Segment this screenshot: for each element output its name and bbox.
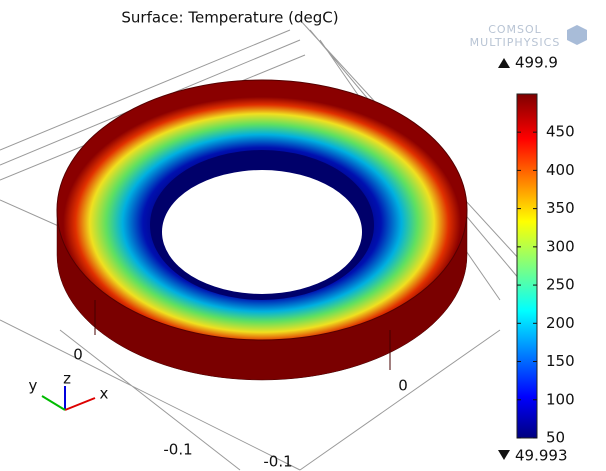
axis-tick-label: -0.1 [263,453,292,471]
colorbar-tick-label: 50 [546,428,565,446]
chart: Surface: Temperature (degC) COMSOL MULTI… [0,0,606,471]
colorbar-tick-label: 350 [546,199,575,217]
colorbar-tick-label: 100 [546,390,575,408]
colorbar-tick-label: 400 [546,161,575,179]
chart-title: Surface: Temperature (degC) [121,9,338,27]
colorbar-tick-label: 150 [546,352,575,370]
logo-text: COMSOL [488,23,542,36]
colorbar-min-label: 49.993 [515,447,568,465]
min-marker [498,450,510,460]
triad-label: y [29,377,38,395]
triad-label: z [63,370,71,388]
logo-icon [567,25,587,45]
logo-text: MULTIPHYSICS [470,36,561,49]
colorbar-tick-label: 250 [546,276,575,294]
colorbar-tick-label: 450 [546,123,575,141]
axis-tick-label: 0 [398,377,408,395]
triad: z x y [29,370,109,411]
colorbar-tick-label: 200 [546,314,575,332]
max-marker [498,58,510,68]
ring-surface [57,80,467,380]
colorbar-tick-label: 300 [546,237,575,255]
axis-tick-label: 0 [73,346,83,364]
colorbar-max-label: 499.9 [515,54,558,72]
colorbar [517,94,537,438]
triad-label: x [100,385,109,403]
axis-tick-label: -0.1 [163,441,192,459]
